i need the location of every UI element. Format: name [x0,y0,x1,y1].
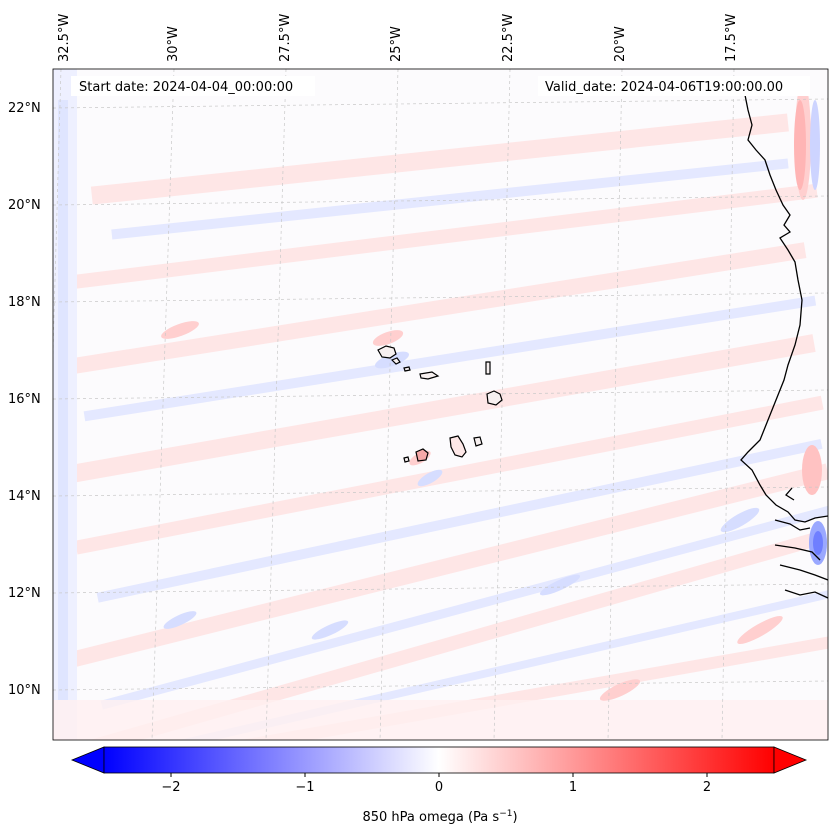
lon-label: 22.5°W [501,14,516,62]
lon-label: 32.5°W [57,14,72,62]
valid-date-label: Valid_date: 2024-04-06T19:00:00.00 [545,80,783,95]
lat-label: 12°N [8,586,41,601]
map-frame [52,68,829,741]
colorbar: −2 −1 0 1 2 850 hPa omega (Pa s−1) [70,746,808,825]
colorbar-units-exponent: −1 [499,809,512,819]
lat-label: 14°N [8,489,41,504]
lon-label: 27.5°W [278,14,293,62]
lon-label: 17.5°W [724,14,739,62]
colorbar-extend-low [70,746,105,774]
colorbar-units: Pa s [473,810,499,825]
colorbar-tick-label: 1 [569,780,577,795]
map-panel: Start date: 2024-04-04_00:00:00 Valid_da… [52,68,829,741]
colorbar-tick-label: −1 [295,780,314,795]
lat-label: 16°N [8,392,41,407]
cape-verde-islands [377,345,503,463]
colorbar-tick-label: 0 [435,780,443,795]
lon-label: 25°W [389,26,404,62]
coastline [740,77,828,599]
lon-label: 30°W [166,26,181,62]
colorbar-tick-label: 2 [703,780,711,795]
latitude-labels: 22°N 20°N 18°N 16°N 14°N 12°N 10°N [8,101,41,698]
colorbar-label: 850 hPa omega (Pa s−1) [362,809,517,825]
start-date-label: Start date: 2024-04-04_00:00:00 [79,80,293,95]
colorbar-variable: 850 hPa omega [362,810,463,825]
lat-label: 20°N [8,198,41,213]
omega-field-shading [53,69,828,740]
colorbar-body [103,746,775,774]
longitude-labels: 32.5°W 30°W 27.5°W 25°W 22.5°W 20°W 17.5… [57,14,739,62]
lat-label: 10°N [8,683,41,698]
lat-label: 18°N [8,295,41,310]
graticule [53,69,828,740]
colorbar-tick-label: −2 [161,780,180,795]
colorbar-extend-high [773,746,808,774]
lat-label: 22°N [8,101,41,116]
valid-date-box: Valid_date: 2024-04-06T19:00:00.00 [538,76,810,96]
lon-label: 20°W [613,26,628,62]
start-date-box: Start date: 2024-04-04_00:00:00 [71,76,315,96]
colorbar-ticks: −2 −1 0 1 2 [161,773,711,795]
